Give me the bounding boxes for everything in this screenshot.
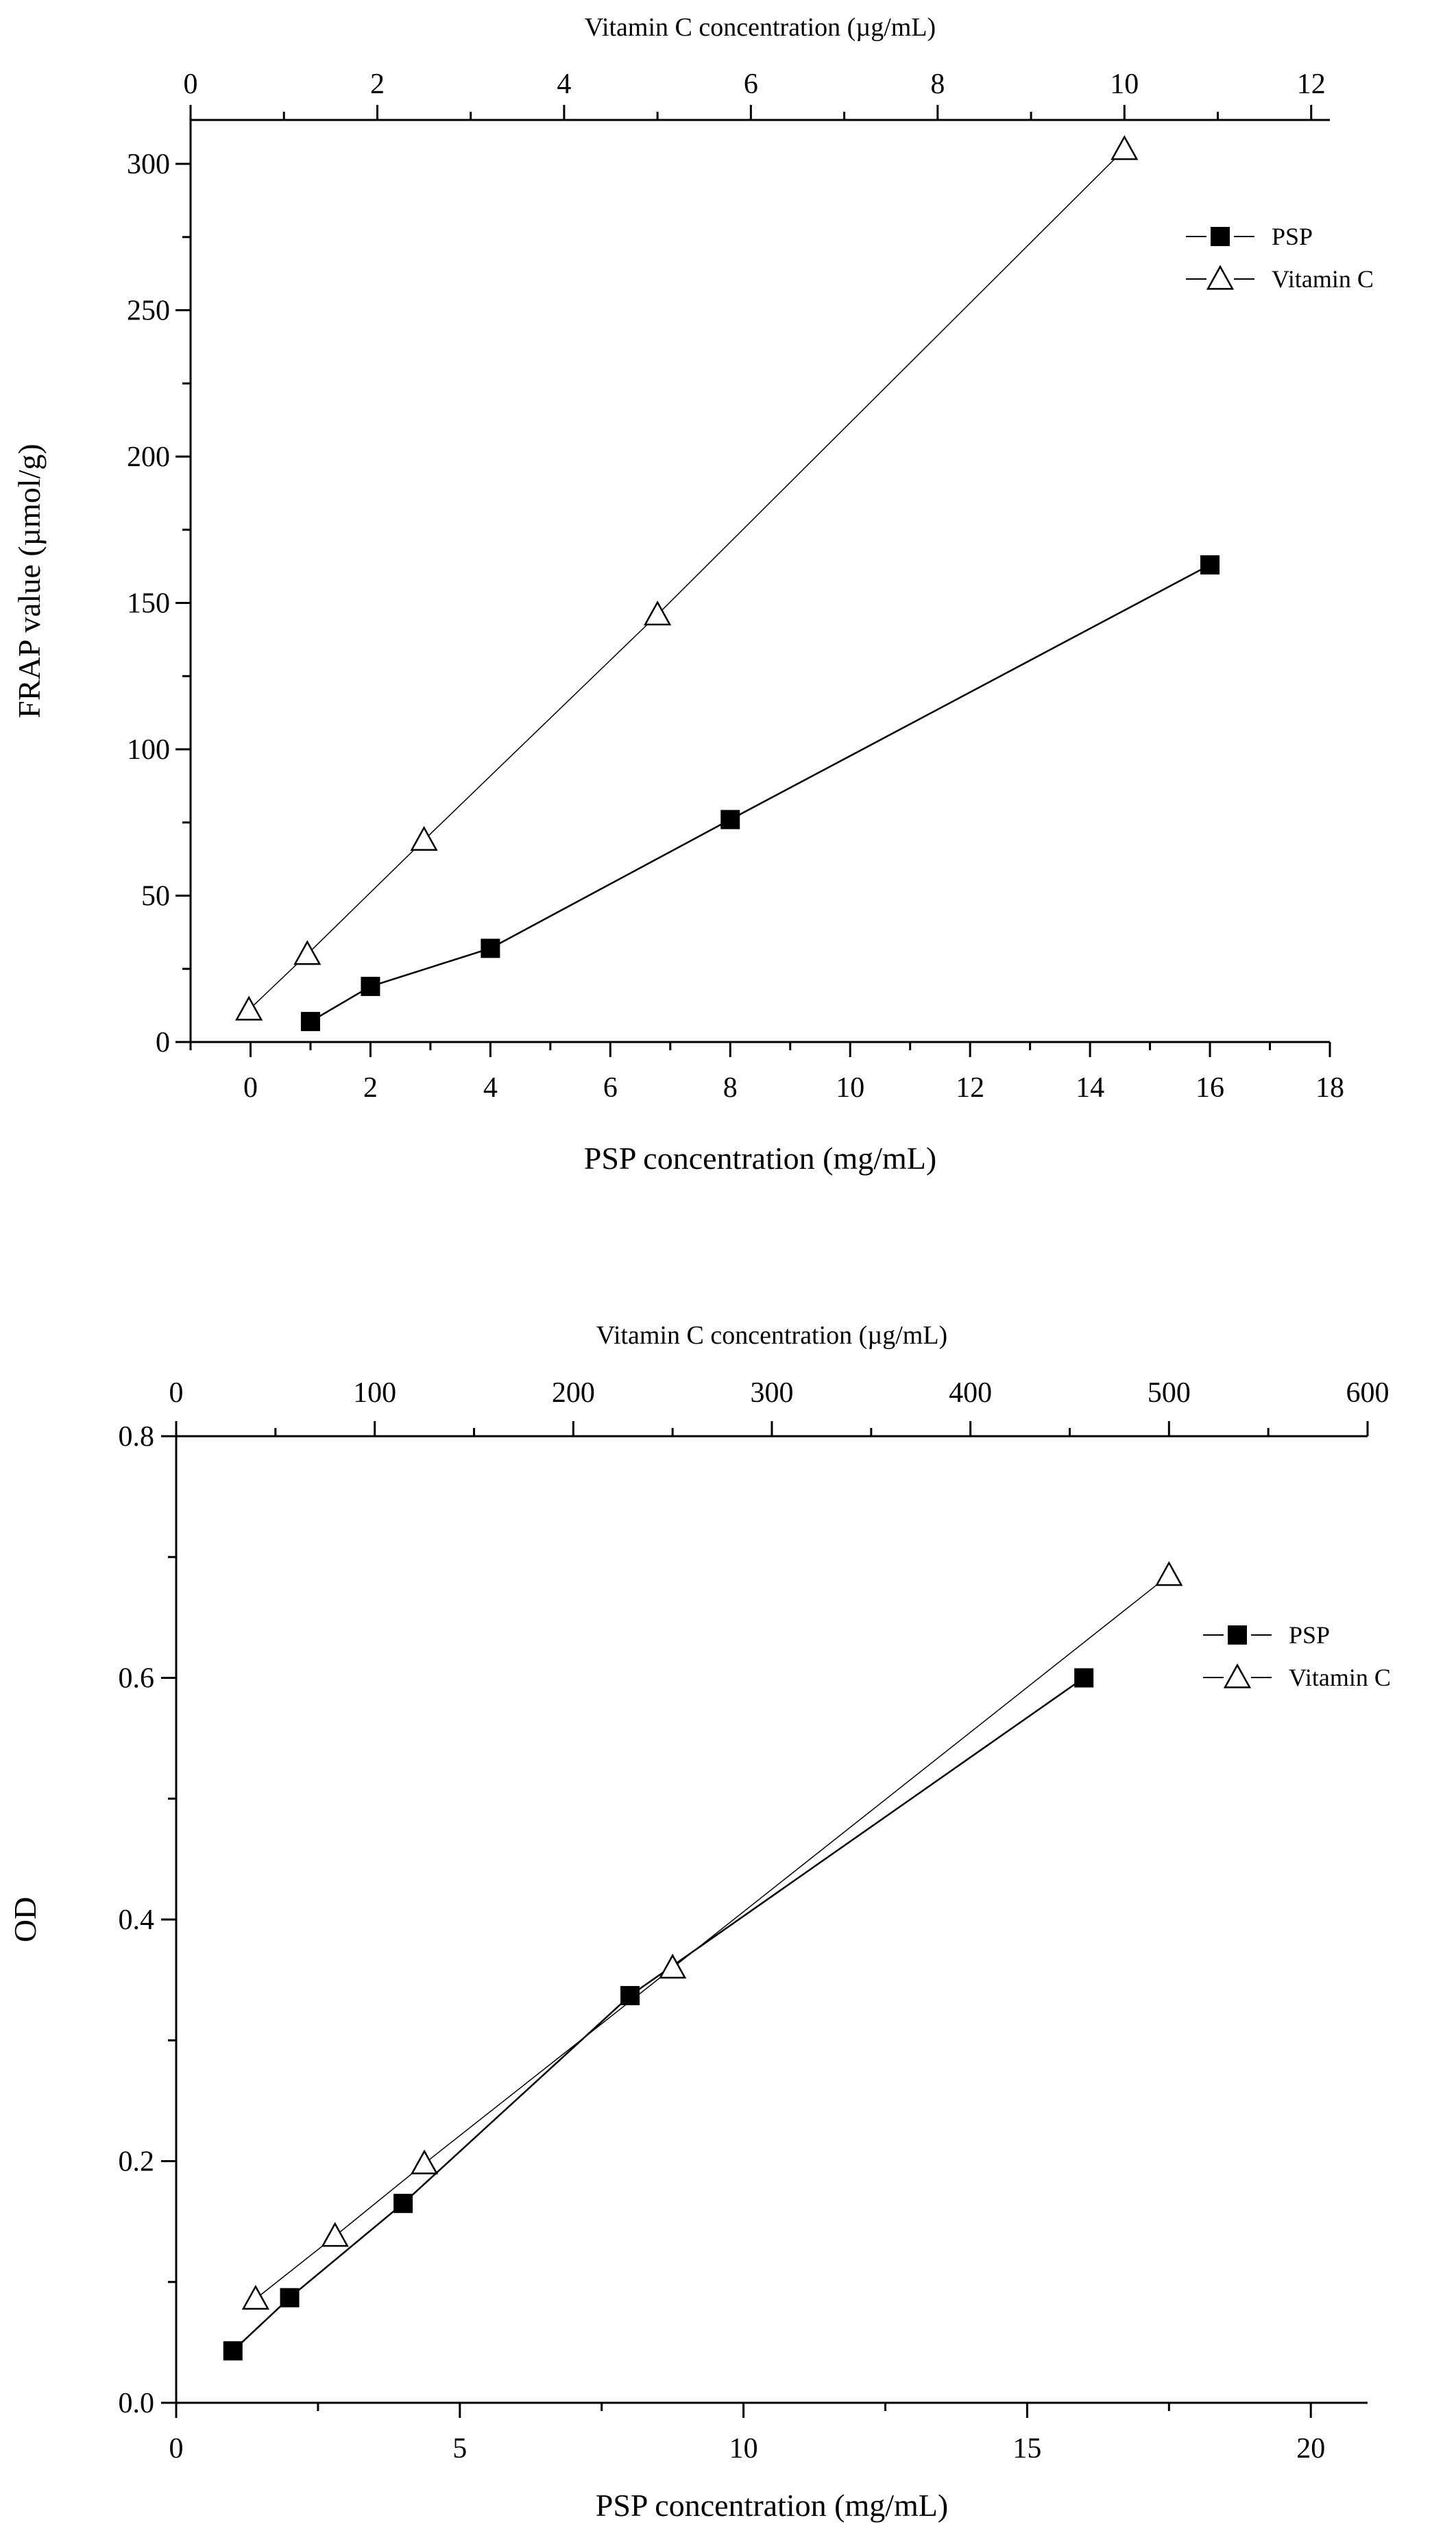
y-tick-label: 200 [127,441,170,473]
y-tick-label: 0.2 [119,2146,155,2178]
x-tick-label: 5 [452,2433,467,2465]
x-tick-label: 15 [1012,2433,1041,2465]
y-tick-label: 250 [127,295,170,327]
data-point-1 [235,995,263,1021]
x-tick-label: 14 [1076,1072,1104,1104]
data-point-0 [361,976,380,996]
x2-tick-label: 12 [1297,69,1326,100]
y-tick-label: 100 [127,734,170,766]
x-tick-label: 6 [603,1072,618,1104]
x2-tick-label: 400 [949,1377,992,1409]
data-point-1 [410,2149,439,2175]
data-point-1 [321,2222,349,2247]
y-tick-label: 0.8 [119,1421,155,1453]
od-chart: 0 5 10 15 200 100 200 300 400 500 6000.00.20.40.60… [8,1321,1391,2523]
x2-tick-label: 0 [169,1377,184,1409]
legend-label: PSP [1272,223,1313,250]
x2-tick-label: 500 [1148,1377,1191,1409]
data-point-0 [1200,555,1220,575]
y-axis-title: FRAP value (µmol/g) [12,444,47,718]
x-axis-title: PSP concentration (mg/mL) [596,2488,948,2523]
x2-tick-label: 300 [751,1377,794,1409]
x2-tick-label: 10 [1110,69,1139,100]
data-point-0 [1074,1668,1094,1688]
y-tick-label: 300 [127,149,170,180]
data-point-0 [393,2194,413,2214]
legend-label: Vitamin C [1289,1664,1391,1691]
data-point-1 [659,1953,687,1979]
data-point-1 [241,2284,269,2310]
legend-label: PSP [1289,1621,1330,1649]
y-tick-label: 0 [156,1027,170,1058]
y-tick-label: 0.6 [119,1663,155,1695]
legend-marker [1211,227,1230,246]
legend-marker [1223,1663,1252,1688]
series-line-0 [232,1677,1084,2352]
legend-marker [1206,265,1235,290]
data-point-0 [223,2341,243,2361]
series-line-0 [310,564,1211,1023]
x2-tick-label: 100 [353,1377,396,1409]
x-tick-label: 0 [169,2433,184,2465]
x2-tick-label: 6 [744,69,758,100]
x-tick-label: 18 [1315,1072,1344,1104]
y-tick-label: 150 [127,588,170,620]
x2-tick-label: 600 [1346,1377,1390,1409]
x-tick-label: 12 [956,1072,984,1104]
series-line-1 [248,149,1125,1010]
x2-axis-title: Vitamin C concentration (µg/mL) [596,1321,947,1350]
data-point-1 [644,601,672,626]
y-tick-label: 0.4 [119,1904,155,1936]
x2-tick-label: 2 [370,69,385,100]
x2-axis-title: Vitamin C concentration (µg/mL) [585,13,936,42]
data-point-1 [1155,1561,1183,1586]
x2-tick-label: 0 [184,69,198,100]
series-line-1 [255,1575,1169,2300]
data-point-0 [300,1012,320,1032]
x-tick-label: 20 [1296,2433,1325,2465]
data-point-0 [720,810,740,829]
x-tick-label: 2 [363,1072,378,1104]
x-tick-label: 10 [729,2433,758,2465]
legend-label: Vitamin C [1272,265,1374,293]
x-tick-label: 0 [243,1072,258,1104]
x2-tick-label: 4 [557,69,571,100]
x-tick-label: 16 [1196,1072,1224,1104]
y-axis-title: OD [8,1897,43,1942]
data-point-1 [1111,135,1139,160]
y-tick-label: 0.0 [119,2388,155,2419]
x-tick-label: 8 [723,1072,738,1104]
x-tick-label: 4 [483,1072,498,1104]
data-point-0 [481,938,500,958]
x-tick-label: 10 [836,1072,864,1104]
y-tick-label: 50 [141,881,170,912]
data-point-1 [293,940,321,965]
data-point-0 [280,2288,300,2308]
x2-tick-label: 8 [930,69,945,100]
x2-tick-label: 200 [552,1377,595,1409]
legend-marker [1228,1625,1247,1645]
x-axis-title: PSP concentration (mg/mL) [584,1141,936,1176]
frap-chart: 0 2 4 6 8 10 12 14 16 18 0 2 4 6 8 10 12 0 50 100 150 200 250 3… [12,13,1374,1176]
data-point-1 [410,825,438,851]
